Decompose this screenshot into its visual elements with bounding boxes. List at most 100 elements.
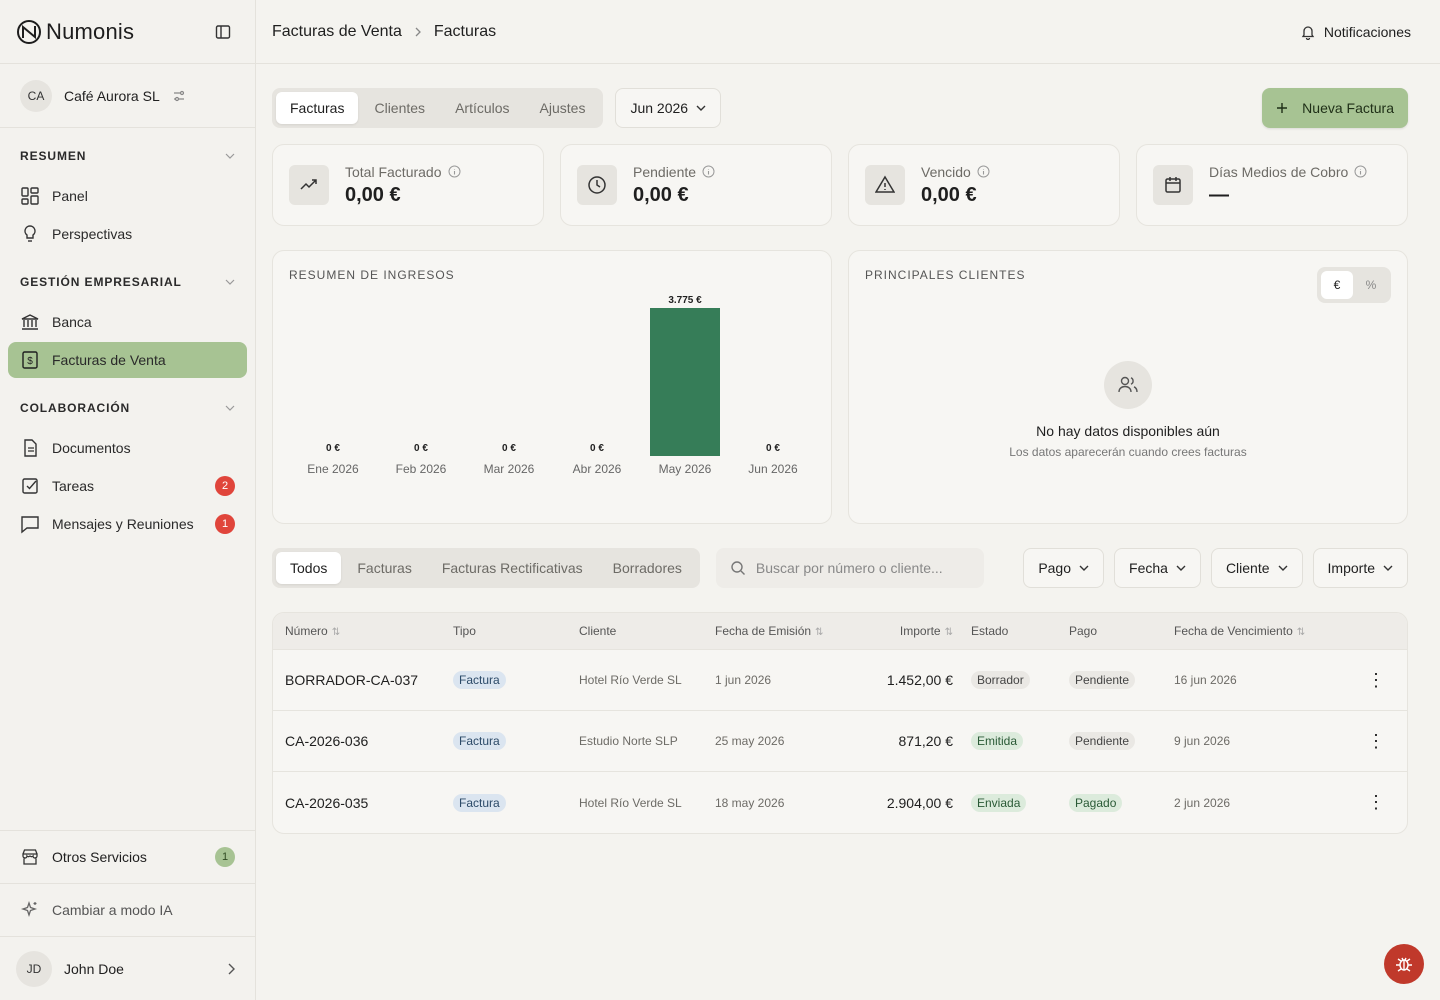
sidebar-item-banca[interactable]: Banca: [8, 304, 247, 340]
bug-report-button[interactable]: [1384, 944, 1424, 984]
table-row[interactable]: BORRADOR-CA-037 Factura Hotel Río Verde …: [273, 650, 1407, 711]
section-title: RESUMEN: [20, 149, 87, 163]
row-menu-icon[interactable]: ⋮: [1367, 669, 1385, 690]
sidebar-item-facturas-venta[interactable]: $ Facturas de Venta: [8, 342, 247, 378]
app-logo[interactable]: Numonis: [16, 19, 134, 45]
col-numero[interactable]: Número ⇅: [285, 624, 453, 638]
sidebar-item-tareas[interactable]: Tareas 2: [8, 468, 247, 504]
chart-data-label: 0 €: [590, 443, 604, 454]
currency-percent-toggle: € %: [1317, 267, 1391, 303]
row-menu-icon[interactable]: ⋮: [1367, 792, 1385, 812]
info-icon[interactable]: [448, 165, 461, 178]
panels: RESUMEN DE INGRESOS 0 € Ene 2026 0 € Feb 20…: [272, 250, 1408, 524]
kpi-vencido: Vencido 0,00 €: [848, 144, 1120, 226]
company-name: Café Aurora SL: [64, 87, 160, 104]
filter-pago[interactable]: Pago: [1023, 548, 1105, 588]
col-vencimiento[interactable]: Fecha de Vencimiento ⇅: [1174, 624, 1354, 638]
col-importe[interactable]: Importe ⇅: [867, 624, 971, 638]
switch-icon[interactable]: [172, 89, 186, 103]
new-invoice-label: Nueva Factura: [1302, 100, 1394, 116]
sidebar-toggle-icon[interactable]: [215, 24, 231, 40]
invoice-dollar-icon: $: [22, 351, 38, 369]
toggle-percent[interactable]: %: [1365, 278, 1377, 292]
section-title: COLABORACIÓN: [20, 401, 131, 415]
chart-tick-label: Jun 2026: [748, 462, 798, 476]
payment-badge: Pagado: [1069, 793, 1123, 812]
row-menu-icon[interactable]: ⋮: [1367, 730, 1385, 751]
table-row[interactable]: CA-2026-035 Factura Hotel Río Verde SL 1…: [273, 772, 1407, 833]
cell-importe: 2.904,00 €: [886, 794, 953, 811]
sidebar-item-label: Banca: [52, 314, 92, 330]
filter-cliente[interactable]: Cliente: [1210, 548, 1303, 588]
filter-importe[interactable]: Importe: [1312, 548, 1408, 588]
section-resumen[interactable]: RESUMEN: [0, 136, 255, 176]
col-label: Número: [285, 624, 328, 638]
section-gestion[interactable]: GESTIÓN EMPRESARIAL: [0, 262, 255, 302]
col-estado: Estado: [971, 624, 1009, 638]
chart-bar[interactable]: [650, 308, 720, 456]
income-summary-panel: RESUMEN DE INGRESOS 0 € Ene 2026 0 € Feb 20…: [272, 250, 832, 524]
numonis-logo-icon: [17, 19, 41, 44]
empty-title: No hay datos disponibles aún: [1036, 423, 1220, 439]
cell-cliente: Hotel Río Verde SL: [579, 795, 682, 810]
chevron-down-icon: [696, 105, 706, 111]
tab-facturas-list[interactable]: Facturas: [357, 560, 412, 576]
breadcrumb-item[interactable]: Facturas de Venta: [272, 22, 402, 40]
notifications-button[interactable]: Notificaciones: [1300, 24, 1411, 40]
payment-badge: Pendiente: [1069, 732, 1136, 750]
tab-todos[interactable]: Todos: [276, 552, 342, 584]
svg-text:$: $: [27, 356, 33, 367]
message-icon: [21, 516, 39, 534]
cell-fecha: 1 jun 2026: [715, 673, 772, 687]
sidebar-item-panel[interactable]: Panel: [8, 178, 247, 214]
cell-cliente: Estudio Norte SLP: [579, 734, 678, 748]
cell-fecha: 25 may 2026: [715, 734, 785, 748]
notifications-label: Notificaciones: [1323, 23, 1411, 40]
search-icon: [731, 561, 745, 575]
tab-borradores[interactable]: Borradores: [612, 560, 682, 576]
period-select[interactable]: Jun 2026: [615, 88, 722, 128]
sidebar-item-label: Documentos: [52, 440, 131, 456]
bank-icon: [21, 314, 39, 330]
section-title: GESTIÓN EMPRESARIAL: [20, 275, 182, 289]
invoices-table: Número ⇅ Tipo Cliente Fecha de Emisión ⇅ I…: [272, 612, 1408, 834]
filter-label: Pago: [1038, 560, 1072, 576]
cell-importe: 871,20 €: [898, 733, 954, 749]
info-icon[interactable]: [1354, 165, 1367, 178]
search-input[interactable]: Buscar por número o cliente...: [715, 548, 984, 588]
filter-fecha[interactable]: Fecha: [1114, 548, 1201, 588]
table-row[interactable]: CA-2026-036 Factura Estudio Norte SLP 25…: [273, 711, 1407, 772]
tab-facturas[interactable]: Facturas: [276, 92, 359, 124]
info-icon[interactable]: [702, 165, 715, 178]
sidebar-header: Numonis: [0, 0, 255, 64]
empty-subtitle: Los datos aparecerán cuando crees factur…: [1009, 445, 1247, 459]
kpi-label: Pendiente: [633, 163, 697, 180]
tab-ajustes[interactable]: Ajustes: [539, 100, 586, 116]
tab-rectificativas[interactable]: Facturas Rectificativas: [441, 560, 583, 576]
info-icon[interactable]: [977, 165, 990, 178]
sparkles-icon: [20, 900, 38, 918]
sidebar-item-perspectivas[interactable]: Perspectivas: [8, 216, 247, 252]
chevron-down-icon: [225, 153, 235, 159]
sidebar-item-label: Tareas: [52, 478, 95, 494]
status-badge: Enviada: [971, 793, 1027, 812]
trending-up-icon: [289, 165, 329, 205]
chart-data-label: 3.775 €: [668, 295, 702, 306]
section-colaboracion[interactable]: COLABORACIÓN: [0, 388, 255, 428]
new-invoice-button[interactable]: Nueva Factura: [1262, 88, 1408, 128]
other-services[interactable]: Otros Servicios 1: [0, 830, 255, 883]
filter-label: Cliente: [1225, 560, 1270, 576]
chart-tick-label: Feb 2026: [396, 462, 447, 476]
income-chart: 0 € Ene 2026 0 € Feb 2026 0 € Mar 2026 0 € Abr …: [307, 295, 798, 476]
company-switcher[interactable]: CA Café Aurora SL: [0, 64, 255, 128]
toggle-euro[interactable]: €: [1321, 271, 1353, 299]
sidebar-item-mensajes[interactable]: Mensajes y Reuniones 1: [8, 506, 247, 542]
sidebar-item-documentos[interactable]: Documentos: [8, 430, 247, 466]
col-fecha-emision[interactable]: Fecha de Emisión ⇅: [715, 624, 867, 638]
user-menu[interactable]: JD John Doe: [0, 936, 255, 1000]
ai-mode-toggle[interactable]: Cambiar a modo IA: [0, 883, 255, 936]
tab-clientes[interactable]: Clientes: [374, 100, 426, 116]
tab-articulos[interactable]: Artículos: [455, 100, 510, 116]
kpi-label: Vencido: [921, 163, 971, 180]
chart-tick-label: May 2026: [659, 462, 712, 476]
